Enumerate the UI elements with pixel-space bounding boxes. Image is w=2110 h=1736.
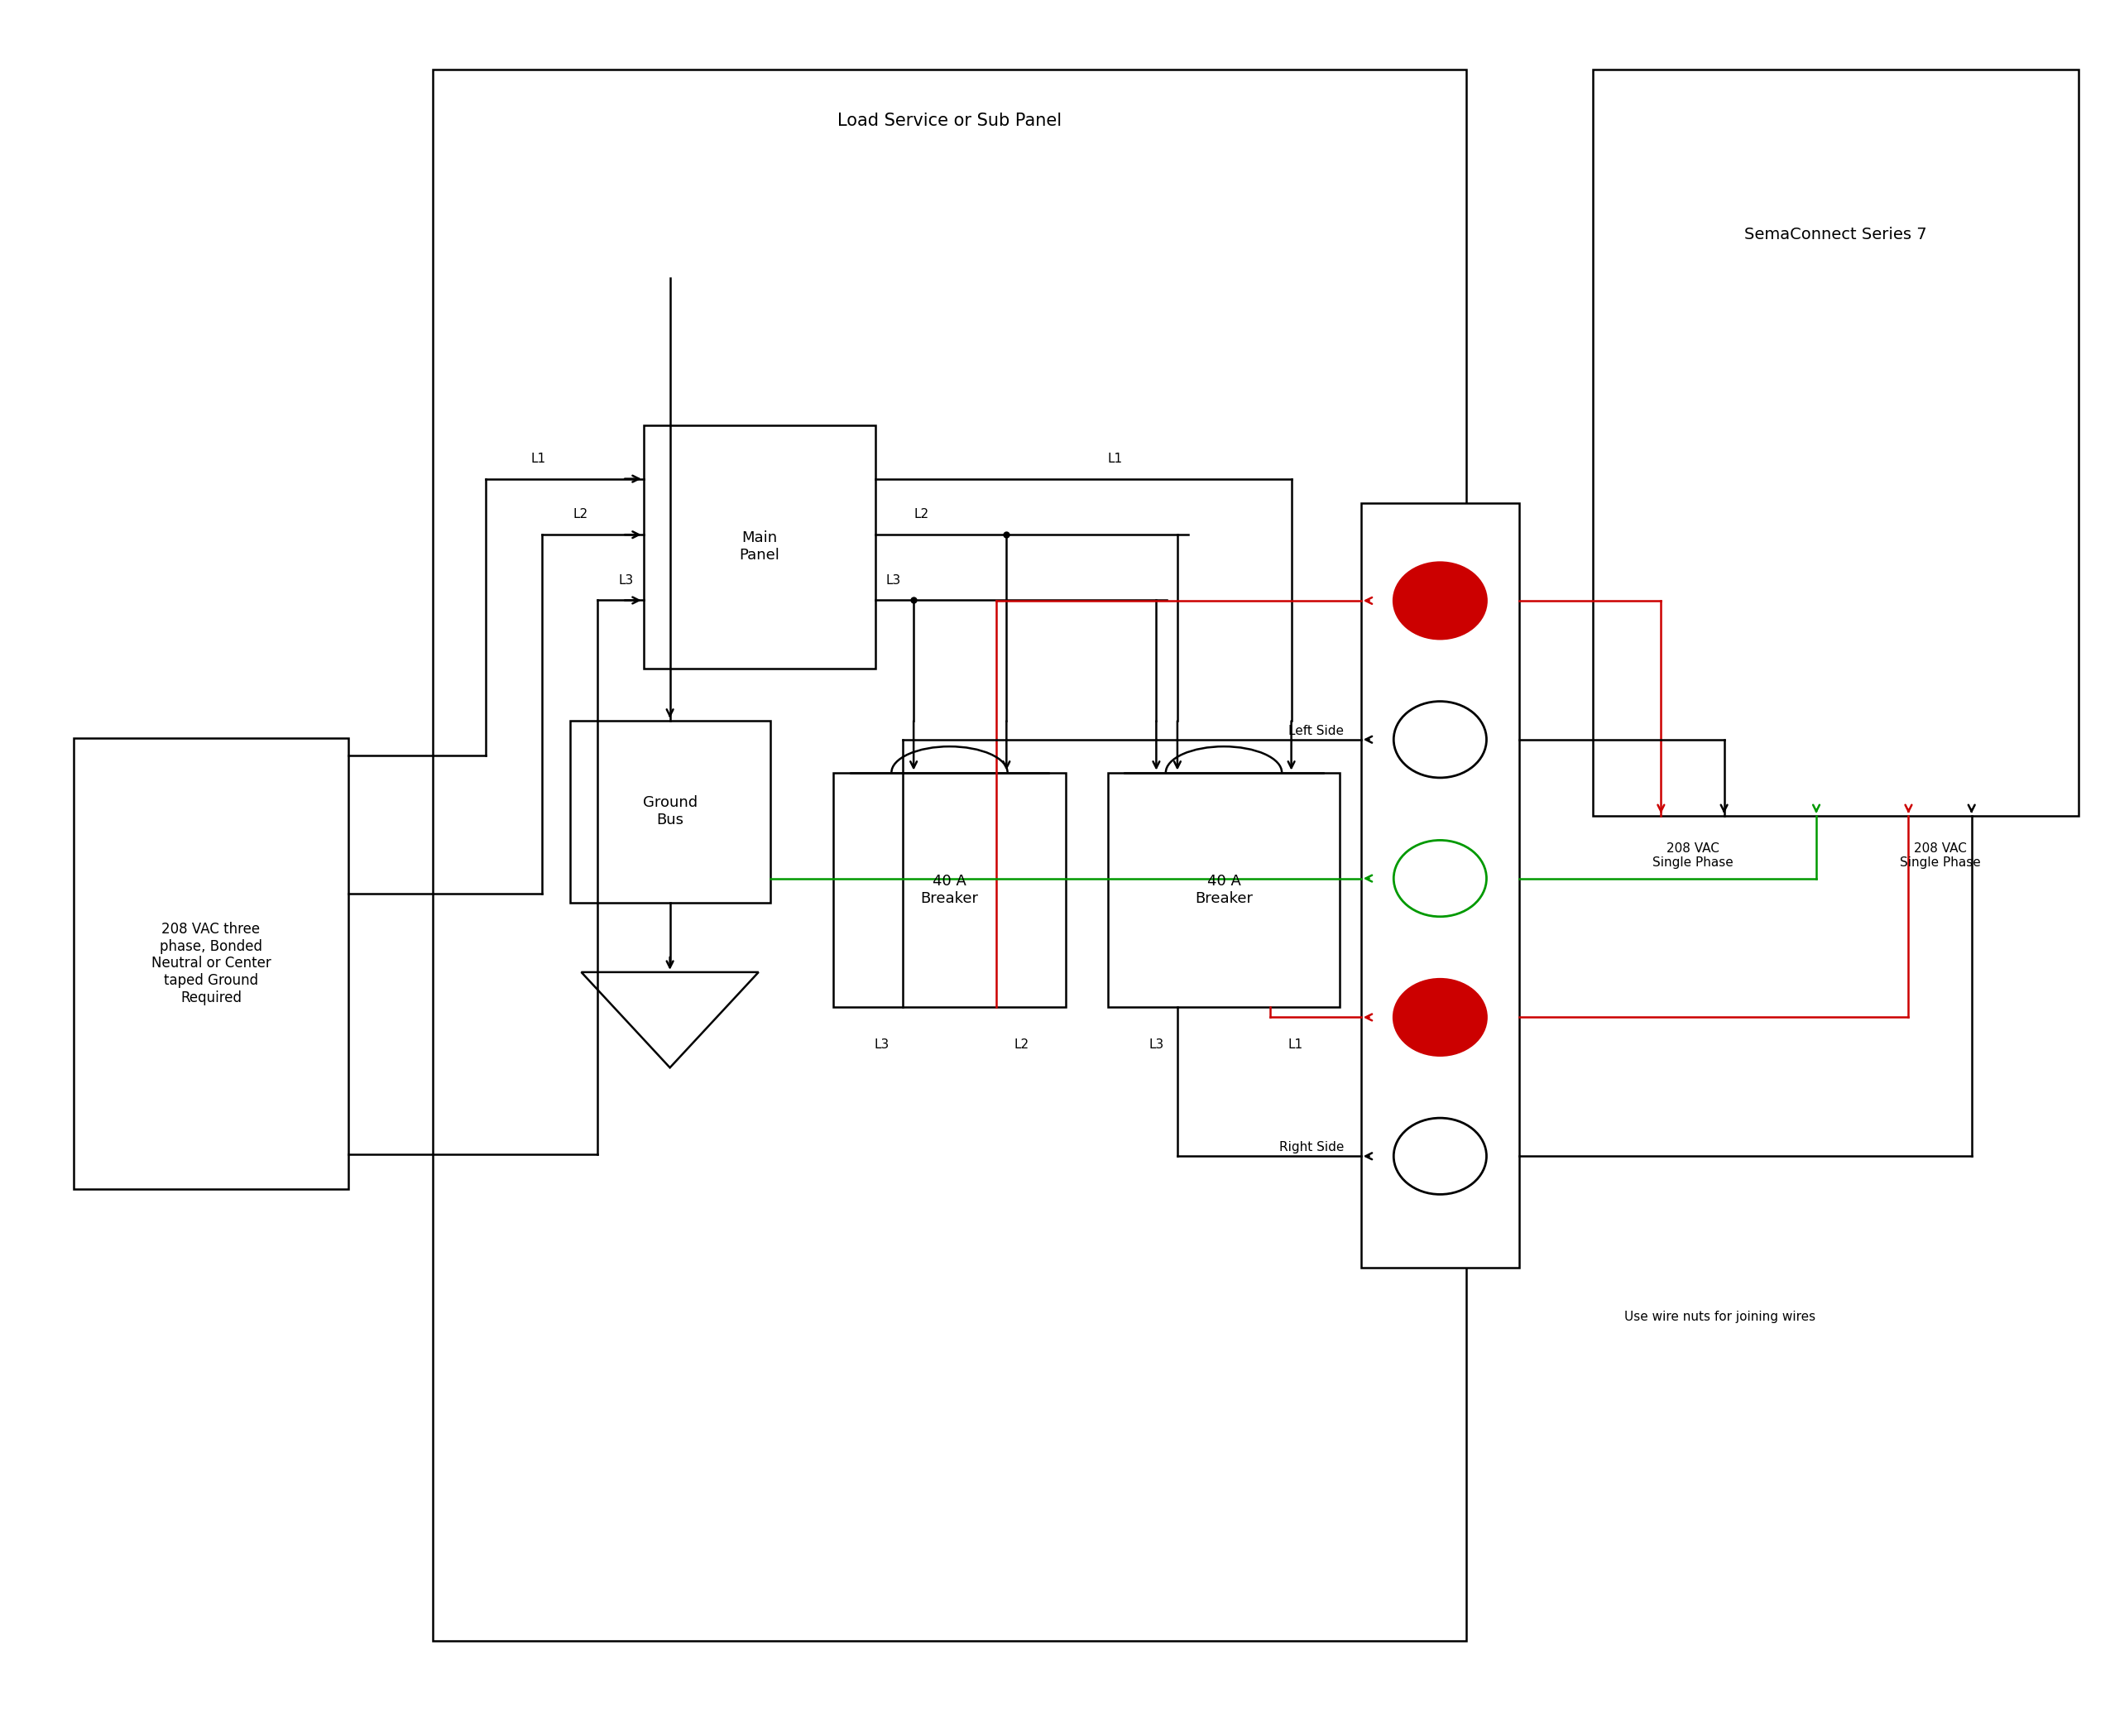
- Circle shape: [1393, 840, 1485, 917]
- Text: 208 VAC
Single Phase: 208 VAC Single Phase: [1652, 842, 1732, 868]
- Bar: [644, 425, 876, 668]
- Text: L3: L3: [874, 1038, 890, 1050]
- Circle shape: [1393, 562, 1485, 639]
- Circle shape: [1393, 979, 1485, 1055]
- Circle shape: [1393, 701, 1485, 778]
- Circle shape: [1393, 1118, 1485, 1194]
- Bar: [570, 720, 770, 903]
- Text: Load Service or Sub Panel: Load Service or Sub Panel: [838, 113, 1061, 130]
- Text: L1: L1: [1108, 453, 1123, 465]
- Text: L3: L3: [886, 575, 901, 587]
- Text: 208 VAC
Single Phase: 208 VAC Single Phase: [1899, 842, 1981, 868]
- Text: L2: L2: [572, 509, 589, 521]
- Text: L3: L3: [1148, 1038, 1165, 1050]
- Bar: [1593, 69, 2078, 816]
- Bar: [1361, 503, 1519, 1267]
- Text: L1: L1: [1287, 1038, 1304, 1050]
- Text: 40 A
Breaker: 40 A Breaker: [1194, 873, 1253, 906]
- Text: L3: L3: [618, 575, 633, 587]
- Text: 208 VAC three
phase, Bonded
Neutral or Center
taped Ground
Required: 208 VAC three phase, Bonded Neutral or C…: [152, 922, 270, 1005]
- Text: Main
Panel: Main Panel: [738, 531, 781, 562]
- Bar: [433, 69, 1466, 1641]
- Bar: [74, 738, 348, 1189]
- Text: SemaConnect Series 7: SemaConnect Series 7: [1745, 226, 1926, 243]
- Text: Use wire nuts for joining wires: Use wire nuts for joining wires: [1625, 1311, 1815, 1323]
- Text: L2: L2: [1013, 1038, 1030, 1050]
- Bar: [1108, 773, 1340, 1007]
- Text: Ground
Bus: Ground Bus: [644, 795, 696, 828]
- Bar: [833, 773, 1066, 1007]
- Text: Right Side: Right Side: [1279, 1141, 1344, 1154]
- Text: L2: L2: [914, 509, 928, 521]
- Text: L1: L1: [530, 453, 546, 465]
- Text: Left Side: Left Side: [1289, 724, 1344, 738]
- Text: 40 A
Breaker: 40 A Breaker: [920, 873, 979, 906]
